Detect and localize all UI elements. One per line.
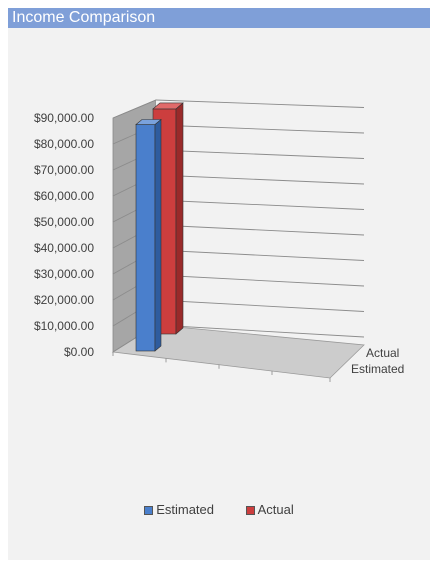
legend-swatch-estimated (144, 506, 154, 515)
depth-label-actual: Actual (366, 346, 399, 360)
legend-label-estimated: Estimated (156, 502, 215, 517)
y-tick-label: $10,000.00 (34, 319, 94, 333)
legend-item-estimated: Estimated (144, 502, 214, 517)
legend-label-actual: Actual (257, 502, 294, 517)
y-tick-label: $30,000.00 (34, 267, 94, 281)
bar-estimated-top (135, 119, 162, 125)
bar-actual-top (152, 102, 184, 110)
chart-back-wall (156, 100, 364, 332)
y-tick-label: $20,000.00 (34, 293, 94, 307)
chart-legend: Estimated Actual (0, 502, 438, 517)
bar-estimated-side (154, 118, 162, 352)
depth-label-estimated: Estimated (351, 362, 404, 376)
chart-title: Income Comparison (8, 8, 430, 28)
y-tick-label: $80,000.00 (34, 137, 94, 151)
bar-estimated-front (135, 124, 156, 352)
y-tick-label: $50,000.00 (34, 215, 94, 229)
legend-item-actual: Actual (245, 502, 294, 517)
y-tick-label: $60,000.00 (34, 189, 94, 203)
bar-actual-side (175, 102, 184, 335)
y-tick-label: $90,000.00 (34, 111, 94, 125)
y-tick-label: $40,000.00 (34, 241, 94, 255)
legend-swatch-actual (245, 506, 255, 515)
y-tick-label: $0.00 (64, 345, 94, 359)
y-tick-label: $70,000.00 (34, 163, 94, 177)
gridline (112, 99, 365, 119)
